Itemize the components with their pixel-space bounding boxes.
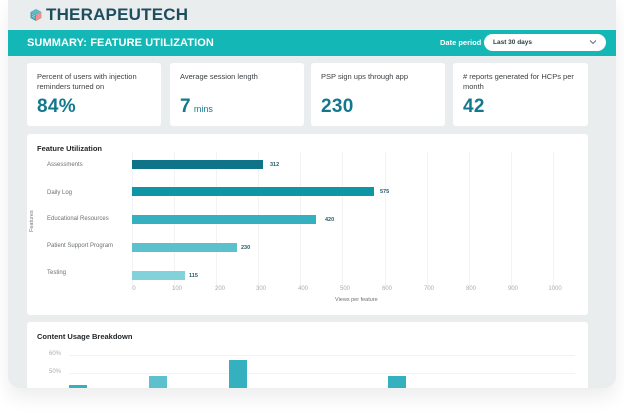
gridline — [511, 152, 512, 290]
kpi-label: Percent of users with injection reminder… — [37, 72, 137, 91]
gridline — [385, 152, 386, 290]
kpi-label: # reports generated for HCPs per month — [463, 72, 574, 91]
page-title: SUMMARY: FEATURE UTILIZATION — [27, 37, 214, 49]
bar-value: 312 — [270, 162, 280, 168]
kpi-unit: mins — [193, 104, 213, 114]
kpi-card-session-length: Average session length 7 mins — [170, 63, 304, 126]
kpi-card-hcp-reports: # reports generated for HCPs per month 4… — [453, 63, 588, 126]
x-tick: 800 — [465, 286, 477, 292]
x-tick: 300 — [255, 286, 267, 292]
kpi-label: PSP sign ups through app — [321, 72, 409, 81]
y-tick: 60% — [49, 351, 62, 357]
x-tick: 100 — [171, 286, 183, 292]
x-tick: 600 — [381, 286, 393, 292]
gridline — [69, 355, 575, 356]
hexagon-cube-logo-icon — [30, 9, 42, 21]
chart-title: Feature Utilization — [37, 144, 103, 153]
gridline — [553, 152, 554, 290]
content-usage-card: Content Usage Breakdown 60% 50% — [27, 322, 588, 388]
x-tick: 200 — [214, 286, 226, 292]
x-tick: 900 — [507, 286, 519, 292]
date-period-label: Date period — [440, 38, 482, 47]
bar-assessments[interactable] — [132, 160, 263, 169]
y-tick: 50% — [49, 369, 62, 375]
bar-value: 420 — [325, 217, 335, 223]
bar-daily-log[interactable] — [132, 187, 374, 196]
x-tick: 0 — [132, 286, 136, 292]
content-bars-area — [27, 322, 588, 388]
chart-title: Content Usage Breakdown — [37, 332, 133, 341]
category-label: Testing — [47, 270, 67, 276]
x-tick: 500 — [339, 286, 351, 292]
y-axis-title: Features — [29, 210, 35, 232]
bar-educational-resources[interactable] — [132, 215, 316, 224]
kpi-card-injection-reminders: Percent of users with injection reminder… — [27, 63, 161, 126]
category-label: Daily Log — [47, 190, 73, 196]
date-period-select[interactable]: Last 30 days — [484, 34, 606, 51]
x-axis-title: Views per feature — [335, 297, 378, 303]
brand: THERAPEUTECH — [29, 5, 188, 25]
brand-name: THERAPEUTECH — [46, 5, 189, 24]
x-tick: 700 — [423, 286, 435, 292]
kpi-value: 230 — [321, 96, 354, 117]
content-bar[interactable] — [149, 376, 167, 388]
kpi-value: 42 — [463, 96, 485, 117]
category-label: Patient Support Program — [47, 243, 114, 249]
bar-value: 575 — [380, 189, 390, 195]
x-tick: 400 — [297, 286, 309, 292]
gridline — [342, 152, 343, 290]
app-window: THERAPEUTECH SUMMARY: FEATURE UTILIZATIO… — [8, 0, 616, 388]
content-bar[interactable] — [388, 376, 406, 388]
category-label: Assessments — [47, 162, 83, 168]
content-bar[interactable] — [69, 385, 87, 388]
gridline — [427, 152, 428, 290]
gridline — [69, 373, 575, 374]
kpi-value: 84% — [37, 96, 76, 117]
bar-testing[interactable] — [132, 271, 185, 280]
summary-header-bar: SUMMARY: FEATURE UTILIZATION Date period… — [8, 30, 616, 56]
date-period-value: Last 30 days — [493, 39, 533, 46]
content-bar[interactable] — [229, 360, 247, 388]
bar-patient-support-program[interactable] — [132, 243, 237, 252]
chevron-down-icon — [589, 40, 597, 45]
kpi-card-psp-signups: PSP sign ups through app 230 — [311, 63, 445, 126]
feature-utilization-card: Feature Utilization Features Assessments… — [27, 134, 588, 315]
bar-value: 230 — [241, 245, 251, 251]
kpi-value: 7 mins — [180, 96, 213, 117]
kpi-label: Average session length — [180, 72, 258, 81]
x-tick: 1000 — [548, 286, 562, 292]
bar-value: 115 — [189, 273, 198, 279]
category-label: Educational Resources — [47, 216, 109, 222]
gridline — [469, 152, 470, 290]
